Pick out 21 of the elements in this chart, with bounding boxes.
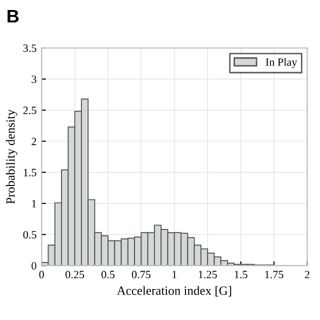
x-tick-label: 1.75 — [265, 270, 284, 278]
y-tick-label: 1.5 — [24, 168, 36, 176]
y-tick-label: 2.5 — [23, 106, 36, 114]
y-tick-label: 3.5 — [23, 44, 36, 52]
y-axis-title: Probability density — [6, 109, 18, 204]
x-tick-label: 1.5 — [234, 270, 248, 278]
x-tick-label: 1 — [172, 270, 177, 278]
y-tick-label: 3 — [32, 76, 36, 84]
y-tick-label: 2 — [32, 138, 36, 146]
y-tick-label: 1 — [32, 200, 36, 208]
x-tick-label: 2 — [304, 270, 310, 278]
x-tick-label: 1.25 — [198, 270, 217, 278]
x-tick-label: 0.75 — [132, 270, 150, 278]
x-tick-label: 0.25 — [66, 270, 84, 278]
legend-label: In Play — [266, 58, 298, 68]
chart-title: B — [8, 10, 19, 22]
x-tick-label: 0 — [39, 270, 44, 278]
x-axis-title: Acceleration index [G] — [116, 286, 232, 296]
y-tick-label: 0 — [32, 262, 36, 270]
y-tick-label: 0.5 — [23, 230, 36, 239]
x-tick-label: 0.5 — [101, 270, 115, 278]
